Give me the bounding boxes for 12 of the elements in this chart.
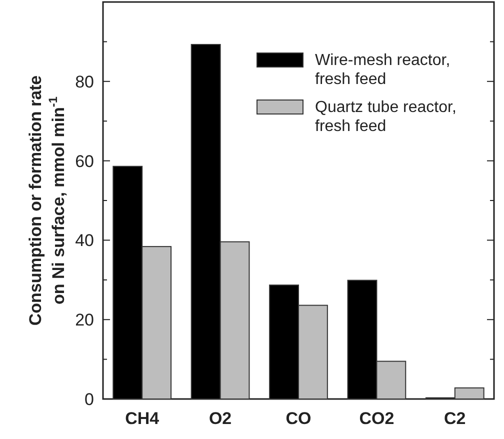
y-tick-label: 80 [75,72,94,92]
x-tick-label: O2 [208,409,232,428]
legend-label: Quartz tube reactor, fresh feed [315,99,456,135]
y-tick-label: 40 [75,231,94,250]
y-tick-label: 0 [84,390,94,409]
y-tick-label: 60 [75,152,94,171]
x-tick-label: CO2 [359,409,394,428]
y-tick-label: 20 [75,310,94,330]
x-tick-label: CO [286,409,312,428]
x-tick-label: C2 [444,409,466,428]
x-tick-label: CH4 [125,409,160,428]
legend-label: Wire-mesh reactor, fresh feed [315,52,450,88]
